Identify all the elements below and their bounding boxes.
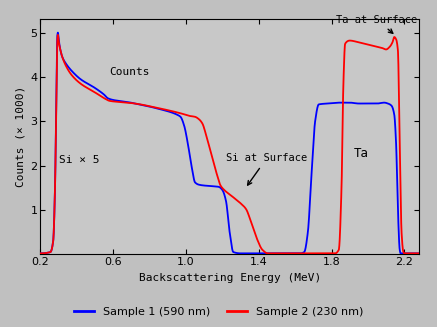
Text: Ta: Ta: [354, 147, 368, 160]
X-axis label: Backscattering Energy (MeV): Backscattering Energy (MeV): [139, 273, 321, 283]
Text: Ta at Surface: Ta at Surface: [336, 15, 418, 33]
Text: Si at Surface: Si at Surface: [226, 153, 307, 185]
Legend: Sample 1 (590 nm), Sample 2 (230 nm): Sample 1 (590 nm), Sample 2 (230 nm): [69, 302, 368, 321]
Y-axis label: Counts (× 1000): Counts (× 1000): [15, 86, 25, 187]
Text: Counts: Counts: [110, 67, 150, 77]
Text: Si × 5: Si × 5: [59, 155, 99, 165]
